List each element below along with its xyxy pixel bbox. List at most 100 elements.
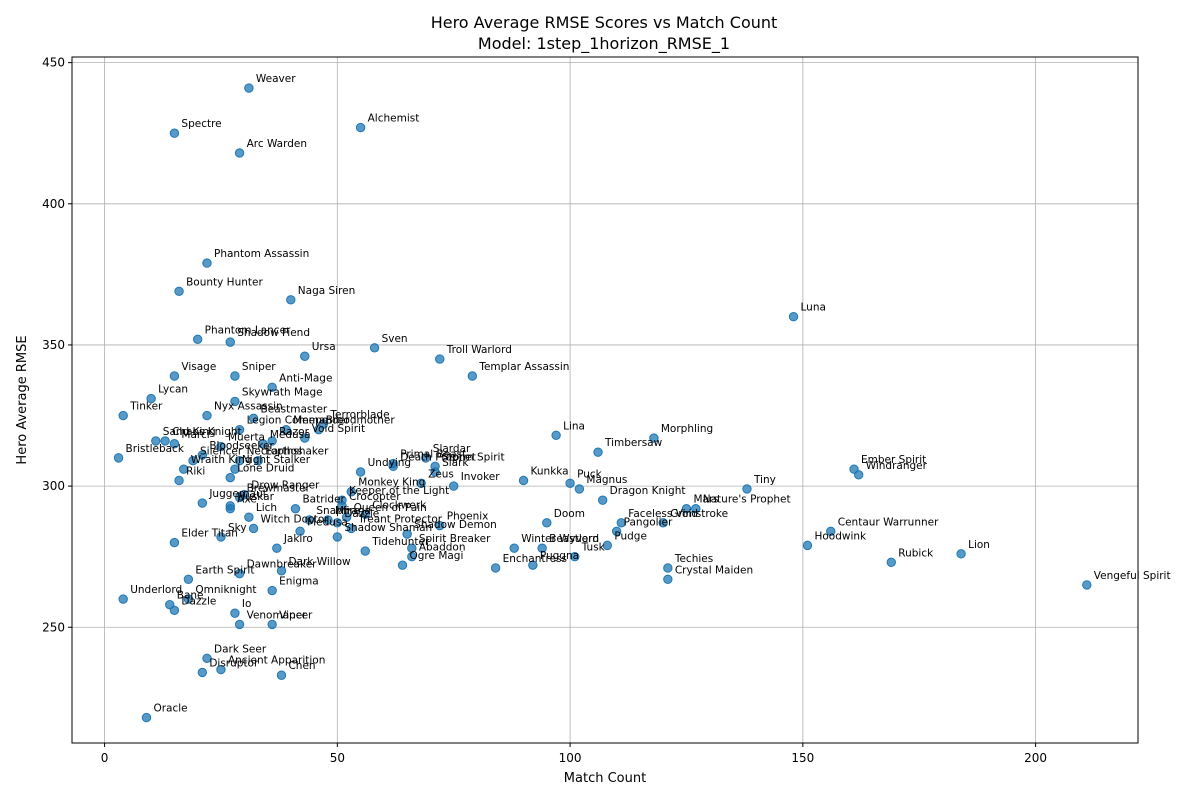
point-label: Grimstroke <box>670 508 728 520</box>
point-label: Chaos Knight <box>172 426 242 438</box>
point-label: Abaddon <box>419 542 466 554</box>
point-label: Arc Warden <box>247 138 307 150</box>
data-point <box>886 557 896 568</box>
point-label: Windranger <box>866 460 928 472</box>
data-point <box>258 439 268 449</box>
data-point <box>234 424 245 435</box>
y-tick-label: 250 <box>42 620 65 634</box>
point-label: Silencer <box>200 446 243 458</box>
point-label: Razor <box>279 426 309 438</box>
point-label: Dazzle <box>181 595 216 607</box>
point-labels: Weaver Alchemist Spectre Arc Warden Phantom … <box>126 73 1171 715</box>
data-point <box>244 83 254 93</box>
data-point <box>397 560 408 570</box>
point-label: Jakiro <box>283 533 313 545</box>
point-label: Viper <box>279 609 307 621</box>
axis-ticks: 0 50 100 150 200 250 300 350 400 450 <box>42 56 1047 765</box>
point-label: Luna <box>801 302 826 314</box>
data-point <box>202 258 212 268</box>
data-point <box>616 518 626 528</box>
point-label: Shadow Demon <box>414 519 497 531</box>
data-point <box>216 441 226 452</box>
data-point <box>267 619 277 630</box>
x-tick-label: 150 <box>791 751 814 765</box>
point-label: Timbersaw <box>604 437 663 449</box>
data-point <box>225 337 235 347</box>
point-label: Oracle <box>153 703 187 715</box>
point-label: Troll Warlord <box>446 344 512 356</box>
data-point <box>113 453 124 463</box>
data-point <box>430 467 440 477</box>
data-point <box>649 433 659 443</box>
data-point <box>216 532 226 542</box>
point-label: Riki <box>186 465 205 477</box>
data-point <box>537 543 547 553</box>
point-label: Snapfire <box>316 505 360 517</box>
point-label: Witch Doctor <box>261 513 330 525</box>
point-label: Monkey King <box>358 477 425 489</box>
data-point <box>169 128 180 138</box>
data-point <box>490 563 501 573</box>
data-point <box>691 503 701 514</box>
data-point <box>602 540 613 551</box>
data-point <box>542 518 552 528</box>
point-label: Brewmaster <box>247 482 311 494</box>
point-label: Dark Willow <box>288 556 351 568</box>
data-point <box>216 664 226 675</box>
point-label: Storm Spirit <box>442 451 505 463</box>
point-label: Ogre Magi <box>410 550 464 562</box>
point-label: Marci <box>181 429 209 441</box>
data-point <box>267 585 277 596</box>
data-point <box>267 436 277 446</box>
data-point <box>234 568 245 579</box>
point-label: Crocopter <box>349 491 401 503</box>
y-tick-label: 400 <box>42 197 65 211</box>
chart-title-line-2: Model: 1step_1horizon_RMSE_1 <box>478 34 730 54</box>
point-label: Broodmother <box>326 415 396 427</box>
data-point <box>197 450 208 460</box>
data-point <box>295 526 305 536</box>
data-point <box>118 410 128 421</box>
point-label: Shadow Shaman <box>344 522 432 534</box>
point-label: Sniper <box>242 361 276 373</box>
point-label: Sven <box>382 333 408 345</box>
data-point <box>179 464 189 474</box>
data-point <box>253 455 263 466</box>
data-point <box>369 343 380 353</box>
point-label: Io <box>242 598 252 610</box>
point-label: Invoker <box>461 471 501 483</box>
data-point <box>853 470 864 480</box>
data-point <box>565 478 575 488</box>
point-label: Visage <box>181 361 216 373</box>
data-point <box>174 475 184 486</box>
point-label: Lycan <box>158 384 188 396</box>
data-point <box>197 498 208 508</box>
data-point <box>248 413 259 424</box>
point-label: Primal Beast <box>400 449 466 461</box>
data-point <box>449 481 459 491</box>
point-label: Ember Spirit <box>861 454 926 466</box>
data-point <box>407 551 417 562</box>
point-label: Tiny <box>753 474 776 486</box>
point-label: Meepo <box>293 415 328 427</box>
point-label: Earth Spirit <box>195 564 254 576</box>
y-tick-label: 450 <box>42 56 65 70</box>
data-point <box>281 424 291 435</box>
data-point <box>435 520 445 531</box>
point-label: Huskar <box>237 491 274 503</box>
point-label: Weaver <box>256 73 296 85</box>
point-label: Medusa <box>270 429 311 441</box>
point-label: Juggernaut <box>208 488 267 500</box>
point-label: Naga Siren <box>298 285 356 297</box>
data-point <box>230 396 240 407</box>
data-point <box>304 515 315 525</box>
plot-frame <box>71 56 1139 744</box>
data-point <box>244 512 254 522</box>
data-point <box>435 354 445 364</box>
point-label: Keeper of the Light <box>349 485 449 497</box>
data-point <box>276 670 287 680</box>
data-point <box>183 594 194 604</box>
x-tick-label: 200 <box>1024 751 1047 765</box>
data-point <box>323 515 333 525</box>
point-label: Venomancer <box>247 609 313 621</box>
